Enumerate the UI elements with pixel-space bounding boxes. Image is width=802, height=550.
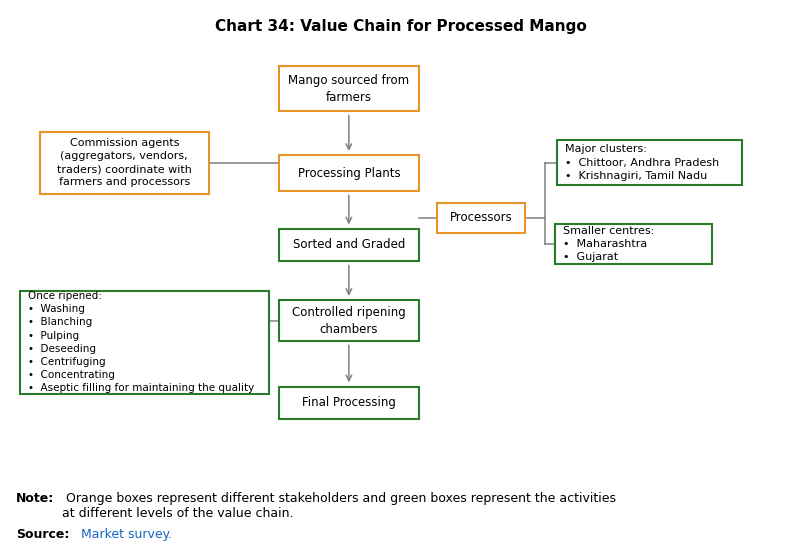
Text: Once ripened:
•  Washing
•  Blanching
•  Pulping
•  Deseeding
•  Centrifuging
• : Once ripened: • Washing • Blanching • Pu… bbox=[28, 291, 254, 393]
FancyBboxPatch shape bbox=[279, 229, 419, 261]
Text: Major clusters:
•  Chittoor, Andhra Pradesh
•  Krishnagiri, Tamil Nadu: Major clusters: • Chittoor, Andhra Prade… bbox=[565, 145, 719, 181]
FancyBboxPatch shape bbox=[20, 291, 269, 394]
FancyBboxPatch shape bbox=[557, 140, 742, 185]
Text: Chart 34: Value Chain for Processed Mango: Chart 34: Value Chain for Processed Mang… bbox=[215, 19, 587, 34]
FancyBboxPatch shape bbox=[40, 131, 209, 194]
FancyBboxPatch shape bbox=[437, 202, 525, 233]
Text: Processors: Processors bbox=[450, 211, 512, 224]
Text: Processing Plants: Processing Plants bbox=[298, 167, 400, 180]
Text: Sorted and Graded: Sorted and Graded bbox=[293, 239, 405, 251]
Text: Orange boxes represent different stakeholders and green boxes represent the acti: Orange boxes represent different stakeho… bbox=[62, 492, 616, 520]
Text: Final Processing: Final Processing bbox=[302, 397, 396, 409]
FancyBboxPatch shape bbox=[279, 387, 419, 419]
FancyBboxPatch shape bbox=[279, 66, 419, 111]
Text: Market survey.: Market survey. bbox=[77, 528, 172, 541]
FancyBboxPatch shape bbox=[279, 300, 419, 341]
Text: Mango sourced from
farmers: Mango sourced from farmers bbox=[288, 74, 410, 103]
Text: Source:: Source: bbox=[16, 528, 70, 541]
Text: Commission agents
(aggregators, vendors,
traders) coordinate with
farmers and pr: Commission agents (aggregators, vendors,… bbox=[57, 138, 192, 188]
FancyBboxPatch shape bbox=[279, 155, 419, 191]
Text: Note:: Note: bbox=[16, 492, 55, 505]
Text: Smaller centres:
•  Maharashtra
•  Gujarat: Smaller centres: • Maharashtra • Gujarat bbox=[563, 226, 654, 262]
Text: Controlled ripening
chambers: Controlled ripening chambers bbox=[292, 306, 406, 336]
FancyBboxPatch shape bbox=[555, 224, 712, 265]
